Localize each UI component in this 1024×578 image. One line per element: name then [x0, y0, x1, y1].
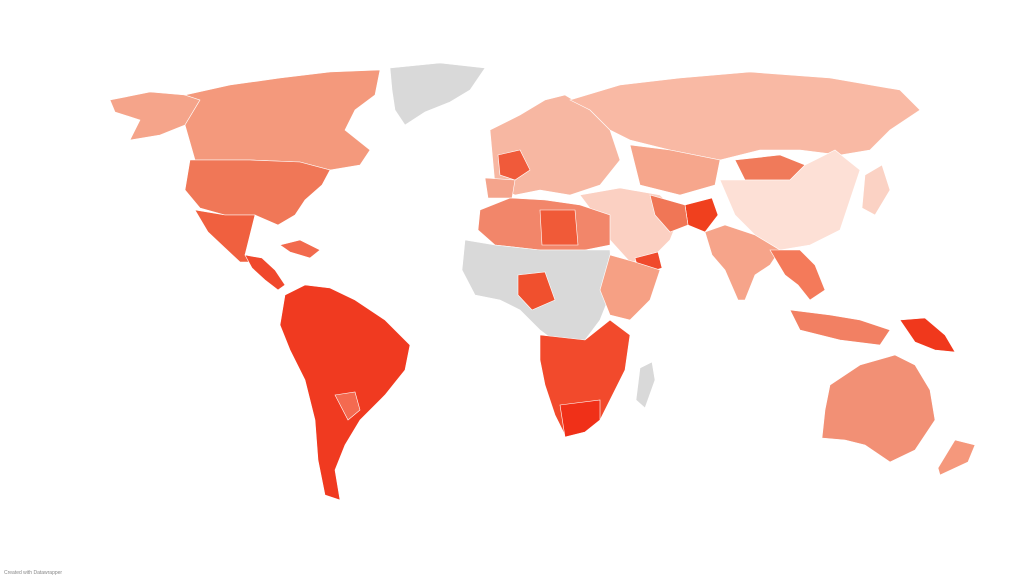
madagascar	[635, 361, 656, 409]
france	[497, 149, 531, 181]
horn-of-africa	[599, 254, 661, 321]
russia	[569, 71, 921, 161]
canada	[183, 69, 381, 171]
usa	[184, 159, 331, 226]
south-america	[279, 284, 411, 501]
afghanistan	[684, 197, 719, 233]
southeast-asia	[769, 249, 826, 301]
australia	[821, 354, 936, 463]
mexico	[194, 209, 256, 263]
libya	[539, 209, 579, 246]
caribbean	[279, 239, 321, 259]
south-africa	[559, 399, 601, 438]
nigeria-region	[517, 271, 556, 311]
alaska	[109, 91, 201, 141]
new-zealand	[937, 439, 976, 476]
paraguay-uruguay	[334, 391, 361, 421]
japan	[861, 164, 891, 216]
india	[704, 224, 781, 301]
attribution: Created with Datawrapper	[4, 570, 62, 576]
iran	[649, 194, 689, 233]
iberia	[484, 177, 516, 199]
indonesia	[789, 309, 891, 346]
central-america	[244, 254, 286, 291]
papua-new-guinea	[899, 317, 956, 353]
greenland	[389, 62, 486, 126]
central-asia	[629, 144, 721, 196]
